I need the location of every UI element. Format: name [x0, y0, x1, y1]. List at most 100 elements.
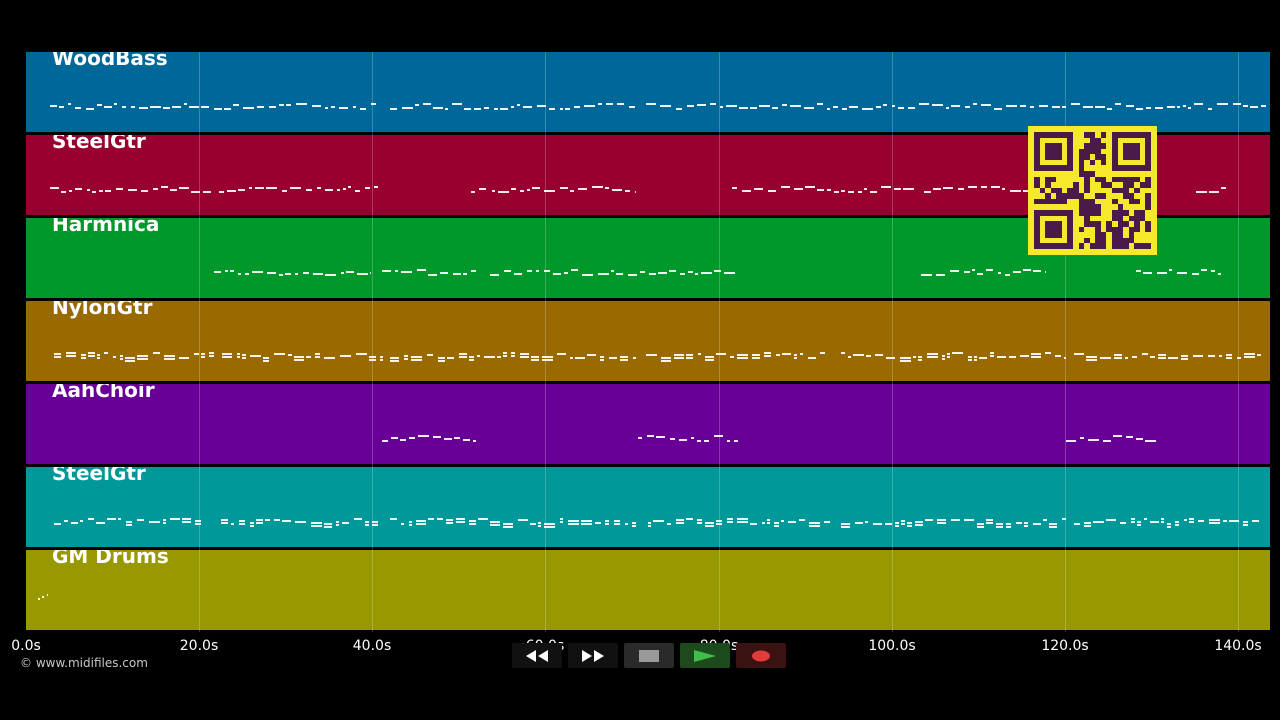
qr-module — [1095, 137, 1101, 144]
record-button[interactable] — [736, 643, 786, 668]
note-mark — [1006, 105, 1017, 107]
note-mark — [365, 521, 369, 523]
note-mark — [981, 186, 987, 188]
note-mark — [59, 106, 64, 108]
qr-module — [1078, 154, 1085, 160]
qr-module — [1106, 226, 1112, 233]
qr-module — [1078, 193, 1085, 199]
track-lane[interactable]: WoodBass — [26, 52, 1270, 132]
note-mark — [1243, 524, 1248, 526]
qr-module — [1100, 143, 1107, 149]
note-mark — [1071, 103, 1080, 105]
note-mark — [201, 356, 205, 358]
note-mark — [950, 270, 959, 272]
fast-forward-button[interactable] — [568, 643, 618, 668]
qr-module — [1128, 148, 1135, 155]
note-mark — [107, 518, 116, 520]
note-mark — [653, 520, 664, 522]
note-mark — [977, 526, 984, 528]
note-mark — [163, 107, 170, 109]
track-lane[interactable]: AahChoir — [26, 384, 1270, 464]
note-mark — [1209, 519, 1220, 521]
note-mark — [469, 523, 476, 525]
note-mark — [337, 189, 340, 191]
qr-module — [1034, 176, 1040, 183]
qr-module — [1078, 210, 1085, 216]
note-mark — [447, 357, 454, 359]
note-mark — [833, 106, 838, 108]
note-mark — [371, 103, 376, 105]
note-mark — [239, 523, 245, 525]
qr-module — [1050, 187, 1057, 194]
qr-module — [1078, 204, 1085, 210]
qr-module — [1139, 165, 1146, 171]
play-button[interactable] — [680, 643, 730, 668]
qr-module — [1056, 148, 1062, 155]
qr-module — [1034, 154, 1040, 160]
note-mark — [530, 523, 536, 525]
track-lane[interactable]: GM Drums — [26, 550, 1270, 630]
note-mark — [81, 357, 86, 359]
note-mark — [400, 439, 406, 441]
note-mark — [256, 522, 263, 524]
note-mark — [1223, 520, 1227, 522]
qr-module — [1145, 176, 1151, 183]
note-mark — [104, 352, 108, 354]
note-mark — [834, 191, 839, 193]
note-mark — [996, 523, 1003, 525]
note-mark — [900, 357, 911, 359]
note-mark — [841, 352, 845, 354]
note-mark — [243, 107, 254, 109]
note-mark — [883, 104, 887, 106]
note-mark — [1052, 106, 1060, 108]
qr-module — [1078, 198, 1085, 205]
note-mark — [257, 106, 264, 108]
qr-module — [1123, 154, 1129, 160]
note-mark — [1131, 518, 1135, 520]
note-mark — [1114, 354, 1122, 356]
note-mark — [687, 105, 694, 107]
note-mark — [1086, 359, 1097, 361]
note-mark — [667, 523, 671, 525]
note-mark — [1055, 355, 1061, 357]
note-mark — [620, 359, 628, 361]
stop-button[interactable] — [624, 643, 674, 668]
note-mark — [946, 107, 949, 109]
note-mark — [794, 354, 797, 356]
note-mark — [676, 519, 684, 521]
note-mark — [918, 359, 922, 361]
note-mark — [428, 518, 434, 520]
note-mark — [179, 187, 189, 189]
track-lane[interactable]: NylonGtr — [26, 301, 1270, 381]
note-mark — [372, 521, 378, 523]
note-mark — [238, 273, 241, 275]
note-mark — [661, 357, 671, 359]
qr-module — [1073, 182, 1079, 188]
note-mark — [86, 108, 94, 110]
note-mark — [691, 437, 694, 439]
note-mark — [581, 520, 592, 522]
note-mark — [560, 108, 563, 110]
note-mark — [875, 354, 883, 356]
note-mark — [1168, 357, 1178, 359]
note-mark — [179, 357, 189, 359]
note-mark — [1005, 274, 1010, 276]
note-mark — [427, 354, 433, 356]
note-mark — [864, 188, 867, 190]
note-mark — [209, 355, 214, 357]
note-mark — [433, 107, 443, 109]
track-lane[interactable]: SteelGtr — [26, 467, 1270, 547]
note-mark — [865, 521, 868, 523]
note-mark — [390, 360, 399, 362]
note-mark — [705, 359, 714, 361]
note-mark — [1086, 356, 1097, 358]
qr-module — [1050, 243, 1057, 249]
note-mark — [1243, 105, 1248, 107]
note-mark — [395, 270, 398, 272]
note-mark — [1158, 357, 1166, 359]
note-mark — [570, 357, 573, 359]
note-mark — [249, 187, 252, 189]
note-mark — [224, 108, 231, 110]
note-mark — [1002, 188, 1005, 190]
rewind-button[interactable] — [512, 643, 562, 668]
